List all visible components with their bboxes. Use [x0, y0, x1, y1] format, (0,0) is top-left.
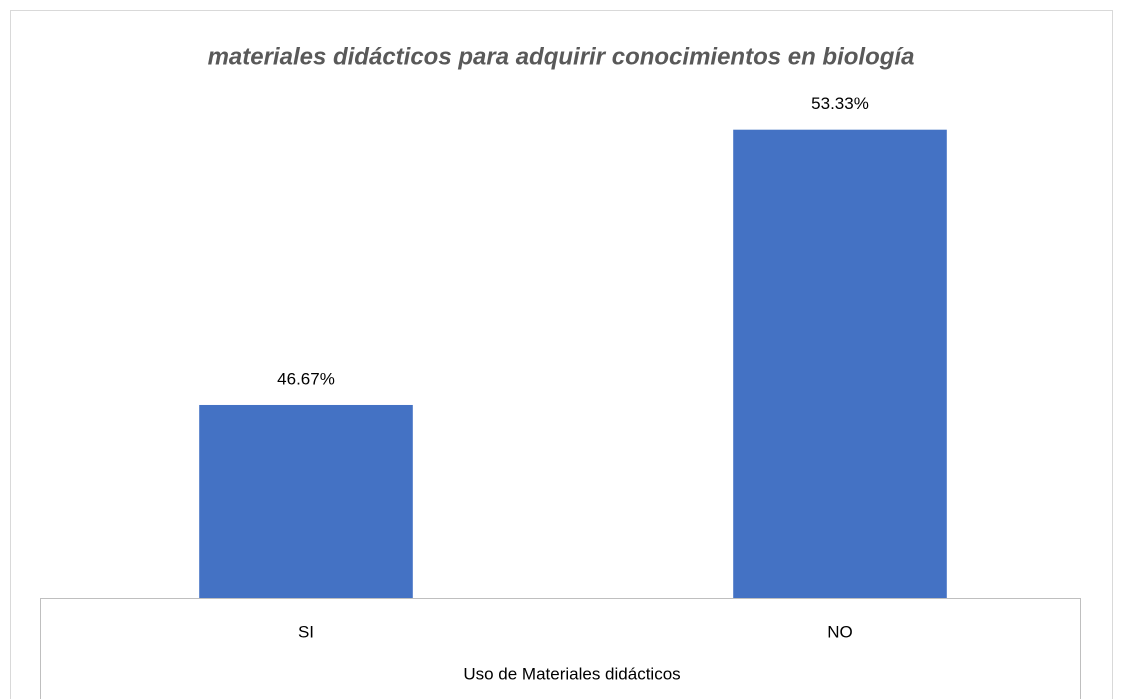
x-axis-title: Uso de Materiales didácticos — [463, 664, 680, 683]
x-tick-label: SI — [298, 622, 314, 641]
chart-title: materiales didácticos para adquirir cono… — [208, 43, 915, 70]
data-label: 53.33% — [811, 94, 869, 113]
bar — [733, 129, 947, 598]
category-box — [40, 598, 1081, 699]
data-label: 46.67% — [277, 369, 335, 388]
x-tick-label: NO — [827, 622, 853, 641]
chart-frame — [10, 10, 1113, 699]
bar — [199, 404, 413, 598]
